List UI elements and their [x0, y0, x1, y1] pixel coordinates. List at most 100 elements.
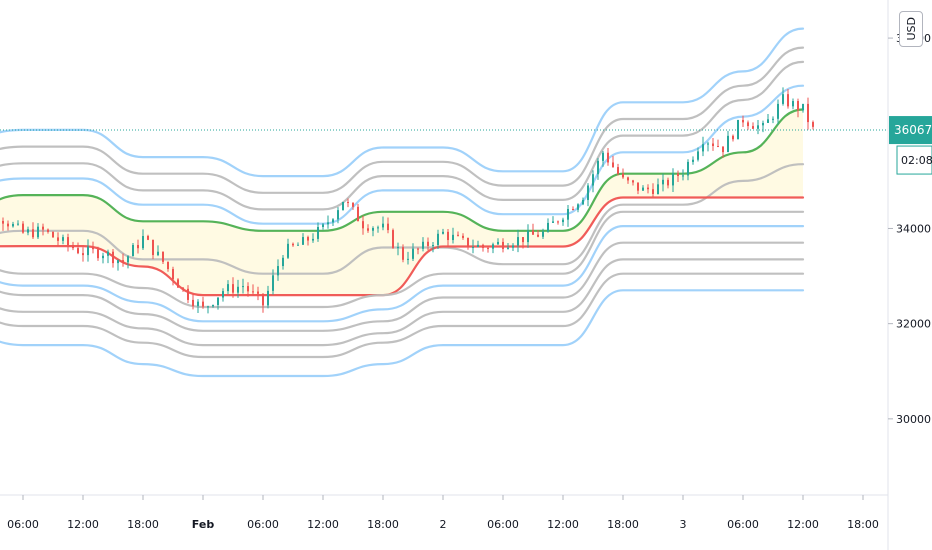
candle-body — [447, 231, 449, 241]
candle-body — [552, 221, 554, 223]
last-price-value: 36067.47 — [894, 123, 932, 137]
candle-body — [342, 202, 344, 211]
candle-body — [522, 237, 524, 243]
candle-body — [242, 286, 244, 288]
candle-body — [312, 238, 314, 241]
candle-body — [142, 235, 144, 249]
candle-body — [642, 187, 644, 191]
candle-body — [62, 237, 64, 241]
candle-body — [482, 244, 484, 248]
currency-button[interactable]: USD — [899, 11, 923, 47]
candle-body — [172, 269, 174, 280]
candle-body — [102, 255, 104, 259]
candle-body — [212, 305, 214, 307]
time-tick-label: 06:00 — [487, 518, 519, 531]
candle-body — [127, 256, 129, 263]
candle-body — [397, 247, 399, 249]
candle-body — [527, 230, 529, 243]
candle-body — [302, 237, 304, 245]
countdown-badge-bg — [896, 145, 932, 175]
candle-body — [717, 146, 719, 148]
candle-body — [752, 126, 754, 129]
candle-body — [572, 209, 574, 211]
candle-body — [597, 160, 599, 175]
band-line-outer-upper — [0, 27, 805, 178]
candle-body — [582, 199, 584, 205]
candle-body — [147, 235, 149, 240]
candle-body — [157, 251, 159, 256]
time-tick-label: 18:00 — [127, 518, 159, 531]
time-tick-label: 18:00 — [367, 518, 399, 531]
candle-body — [337, 210, 339, 220]
candle-body — [37, 226, 39, 238]
price-tick-label: 32000.00 — [896, 318, 932, 331]
candle-body — [347, 202, 349, 204]
candle-body — [772, 118, 774, 120]
candle-body — [567, 209, 569, 220]
candle-body — [517, 237, 519, 246]
candle-body — [802, 103, 804, 111]
candle-body — [367, 228, 369, 231]
candle-body — [207, 306, 209, 308]
band-line-middle-upper-0 — [0, 84, 805, 225]
candle-body — [742, 119, 744, 123]
candle-body — [27, 229, 29, 233]
candle-body — [502, 241, 504, 249]
candle-body — [427, 241, 429, 246]
candle-body — [562, 219, 564, 223]
time-tick-label: 18:00 — [847, 518, 879, 531]
candle-body — [722, 146, 724, 153]
candle-body — [687, 161, 689, 176]
candle-body — [72, 245, 74, 249]
candle-body — [707, 143, 709, 145]
candle-body — [667, 179, 669, 186]
candle-body — [12, 223, 14, 227]
candle-body — [402, 247, 404, 260]
candle-body — [222, 291, 224, 298]
candle-body — [407, 258, 409, 260]
candle-body — [307, 237, 309, 241]
candle-body — [167, 261, 169, 270]
band-line-outer-lower-a — [0, 272, 805, 359]
band-line-basis — [0, 163, 805, 275]
time-tick-label: 18:00 — [607, 518, 639, 531]
time-axis[interactable]: 06:00 12:00 18:00 Feb 06:00 12:00 18:00 2 06:00 1… — [0, 494, 888, 531]
core-band-fill — [0, 109, 803, 296]
candle-body — [152, 239, 154, 256]
band-line-outer-lower-b — [0, 289, 805, 378]
candle-body — [387, 223, 389, 231]
candle-body — [592, 174, 594, 186]
candle-body — [52, 231, 54, 238]
candle-body — [97, 249, 99, 259]
candle-body — [432, 245, 434, 247]
candle-body — [382, 223, 384, 228]
candle-body — [87, 246, 89, 256]
candle-body — [727, 135, 729, 153]
candle-body — [712, 143, 714, 147]
time-tick-label: 2 — [440, 518, 447, 531]
candle-body — [452, 234, 454, 241]
candle-body — [262, 293, 264, 306]
candle-body — [47, 229, 49, 232]
candle-body — [767, 119, 769, 123]
candle-body — [807, 103, 809, 123]
candle-body — [357, 206, 359, 222]
candle-body — [547, 222, 549, 232]
band-line-middle-lower-1 — [0, 224, 805, 323]
candle-body — [282, 257, 284, 267]
band-line-middle-lower-3 — [0, 258, 805, 347]
candle-body — [627, 177, 629, 181]
candle-body — [122, 260, 124, 263]
candle-body — [202, 301, 204, 307]
candle-body — [797, 101, 799, 111]
candle-body — [747, 122, 749, 127]
candle-body — [787, 94, 789, 107]
candle-body — [92, 246, 94, 250]
candle-body — [422, 241, 424, 249]
candle-body — [1, 220, 4, 224]
candle-body — [622, 173, 624, 178]
candle-body — [372, 227, 374, 231]
candle-body — [672, 173, 674, 186]
